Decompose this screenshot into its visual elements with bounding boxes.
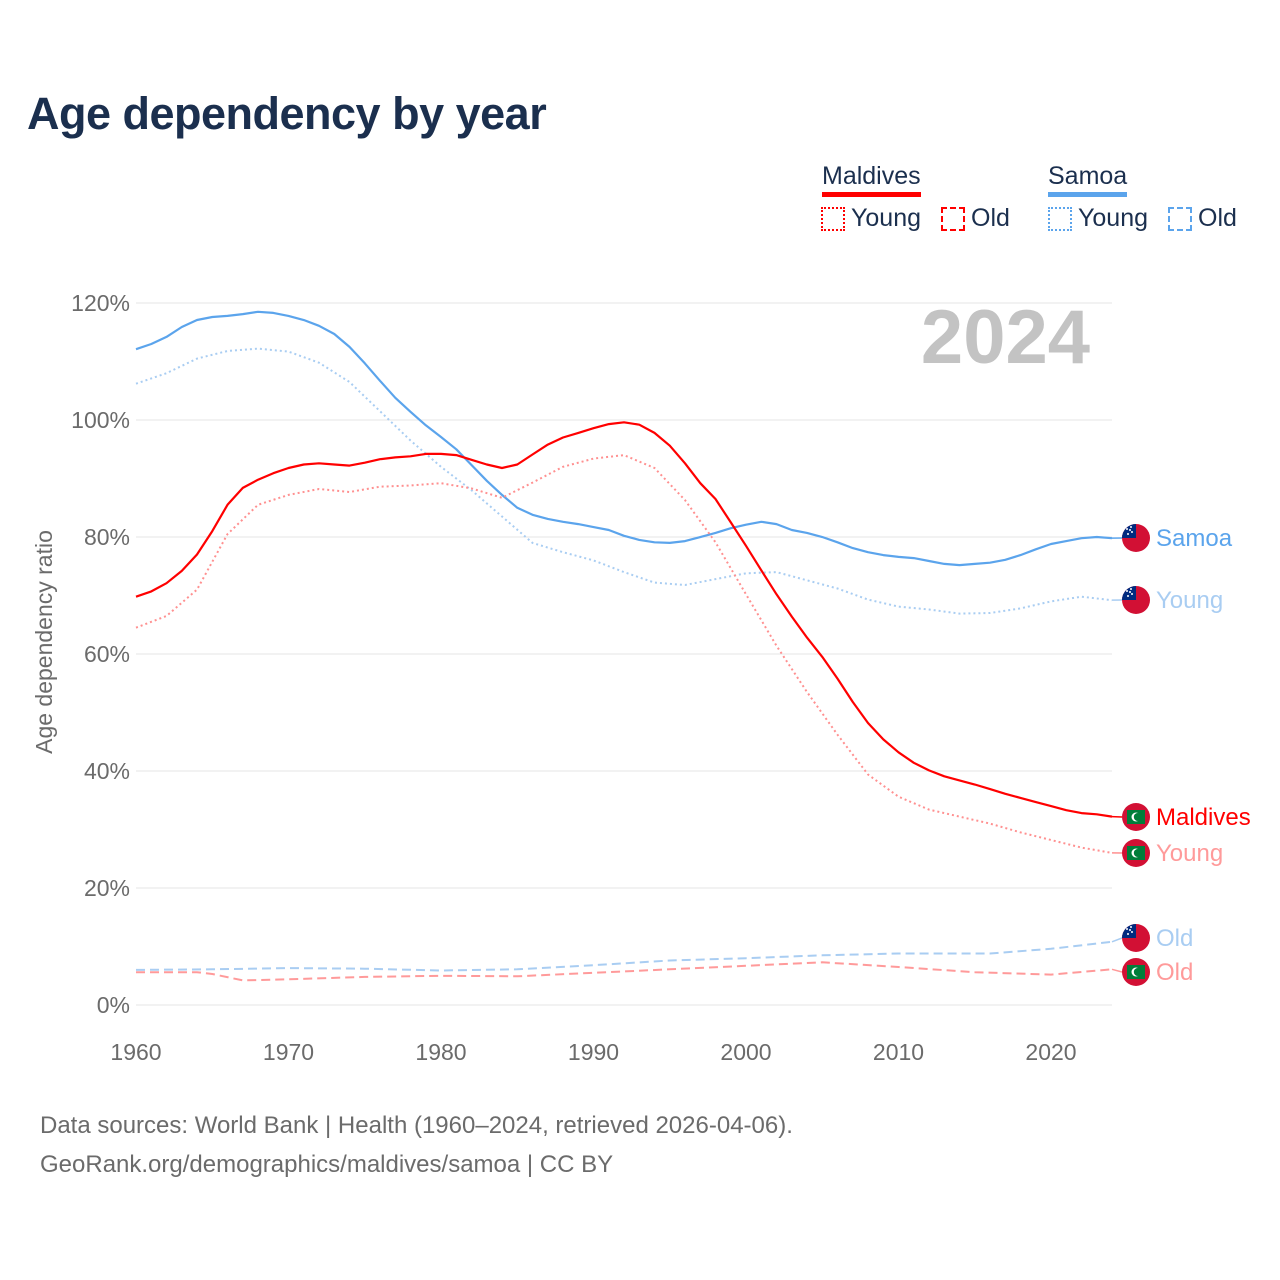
dotted-swatch-icon [821, 206, 845, 231]
legend-maldives[interactable]: Maldives [822, 162, 921, 197]
maldives-flag-icon [1122, 839, 1150, 867]
legend-label: Young [851, 204, 921, 232]
y-axis-label: Age dependency ratio [31, 530, 57, 754]
x-tick-label: 2020 [1025, 1039, 1076, 1065]
end-label: Old [1156, 959, 1193, 986]
maldives-flag-icon [1122, 958, 1150, 986]
x-tick-label: 2000 [720, 1039, 771, 1065]
series-line-maldives-young[interactable] [135, 454, 1113, 854]
series-line-samoa-old[interactable] [135, 940, 1113, 972]
samoa-flag-icon [1122, 586, 1150, 614]
legend-samoa-young[interactable]: Young [1048, 204, 1148, 233]
end-label: Maldives [1156, 804, 1251, 831]
footer: Data sources: World Bank | Health (1960–… [40, 1106, 793, 1184]
chart-title: Age dependency by year [27, 88, 547, 139]
samoa-flag-icon [1122, 524, 1150, 552]
connector [1111, 937, 1123, 943]
y-tick-label: 120% [71, 290, 130, 316]
legend-maldives-young[interactable]: Young [821, 204, 921, 233]
source-link[interactable]: GeoRank.org/demographics/maldives/samoa … [40, 1151, 614, 1178]
legend-label: Old [971, 204, 1010, 232]
x-tick-label: 2010 [873, 1039, 924, 1065]
y-tick-label: 20% [84, 875, 130, 901]
legend-label: Old [1198, 204, 1237, 232]
end-label: Young [1156, 587, 1223, 614]
legend-maldives-old[interactable]: Old [941, 204, 1010, 233]
legend-samoa-old[interactable]: Old [1168, 204, 1237, 233]
connector [1111, 968, 1123, 973]
data-source-note: Data sources: World Bank | Health (1960–… [40, 1112, 793, 1139]
dashed-swatch-icon [941, 206, 965, 231]
series-line-samoa-young[interactable] [135, 347, 1113, 615]
series-line-maldives-old[interactable] [136, 961, 1113, 982]
year-badge: 2024 [921, 295, 1090, 380]
legend-label: Young [1078, 204, 1148, 232]
x-tick-label: 1990 [568, 1039, 619, 1065]
y-tick-label: 0% [97, 992, 130, 1018]
series-line-maldives[interactable] [135, 421, 1113, 818]
y-tick-label: 60% [84, 641, 130, 667]
x-tick-label: 1960 [110, 1039, 161, 1065]
x-tick-label: 1980 [415, 1039, 466, 1065]
line-chart: 2024 0% 20% 40% 60% 80% 100% 120% 1960 1970 1980 1… [31, 290, 1251, 1065]
series-line-samoa[interactable] [135, 310, 1113, 567]
samoa-flag-icon [1122, 924, 1150, 952]
end-label: Samoa [1156, 525, 1233, 552]
end-label: Old [1156, 925, 1193, 952]
y-tick-label: 40% [84, 758, 130, 784]
end-label: Young [1156, 840, 1223, 867]
y-tick-label: 80% [84, 524, 130, 550]
dashed-swatch-icon [1168, 206, 1192, 231]
y-tick-label: 100% [71, 407, 130, 433]
dotted-swatch-icon [1048, 206, 1072, 231]
x-tick-label: 1970 [263, 1039, 314, 1065]
maldives-flag-icon [1122, 803, 1150, 831]
legend-samoa[interactable]: Samoa [1048, 162, 1128, 197]
